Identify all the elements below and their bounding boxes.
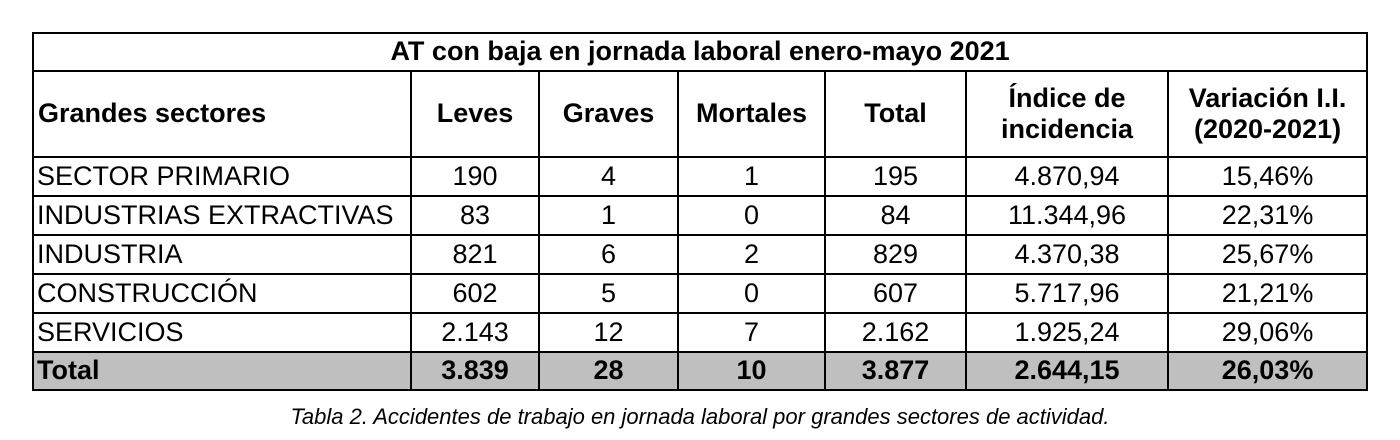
table-caption: Tabla 2. Accidentes de trabajo en jornad… xyxy=(290,404,1110,429)
cell-total: 195 xyxy=(824,156,967,197)
cell-mortales: 1 xyxy=(677,156,826,197)
cell-variacion: 21,21% xyxy=(1166,273,1369,314)
header-label: Leves xyxy=(436,98,514,129)
table-title: AT con baja en jornada laboral enero-may… xyxy=(31,32,1369,72)
cell-leves: 821 xyxy=(410,234,540,275)
total-mortales: 10 xyxy=(677,351,826,391)
cell-leves: 190 xyxy=(410,156,540,197)
table-title-row: AT con baja en jornada laboral enero-may… xyxy=(31,32,1369,72)
cell-leves: 2.143 xyxy=(410,312,540,353)
sector-name: SERVICIOS xyxy=(32,312,412,353)
cell-mortales: 0 xyxy=(677,195,826,236)
cell-mortales: 0 xyxy=(677,273,826,314)
cell-total: 607 xyxy=(824,273,967,314)
table-row: CONSTRUCCIÓN 602 5 0 607 5.717,96 21,21% xyxy=(32,273,1369,314)
header-graves: Graves xyxy=(538,70,679,158)
header-label-line1: Variación I.I. xyxy=(1188,82,1347,113)
cell-graves: 1 xyxy=(538,195,679,236)
cell-leves: 602 xyxy=(410,273,540,314)
sector-name: SECTOR PRIMARIO xyxy=(32,156,412,197)
sector-name: INDUSTRIA xyxy=(32,234,412,275)
cell-total: 829 xyxy=(824,234,967,275)
header-label-line2: (2020-2021) xyxy=(1193,114,1342,144)
header-label: Grandes sectores xyxy=(38,98,267,129)
cell-graves: 6 xyxy=(538,234,679,275)
table-row: SERVICIOS 2.143 12 7 2.162 1.925,24 29,0… xyxy=(32,312,1369,353)
table-total-row: Total 3.839 28 10 3.877 2.644,15 26,03% xyxy=(32,351,1369,391)
cell-indice: 4.370,38 xyxy=(965,234,1169,275)
cell-variacion: 25,67% xyxy=(1166,234,1369,275)
cell-indice: 4.870,94 xyxy=(965,156,1169,197)
table-header-row: Grandes sectores Leves Graves Mortales T… xyxy=(32,70,1369,158)
total-leves: 3.839 xyxy=(410,351,540,391)
header-total: Total xyxy=(824,70,967,158)
cell-leves: 83 xyxy=(410,195,540,236)
total-label: Total xyxy=(32,351,412,391)
table-row: INDUSTRIA 821 6 2 829 4.370,38 25,67% xyxy=(32,234,1369,275)
cell-total: 2.162 xyxy=(824,312,967,353)
cell-variacion: 29,06% xyxy=(1166,312,1369,353)
header-variacion-ii: Variación I.I. (2020-2021) xyxy=(1166,70,1369,158)
header-indice-incidencia: Índice de incidencia xyxy=(965,70,1169,158)
cell-mortales: 2 xyxy=(677,234,826,275)
accidents-table: AT con baja en jornada laboral enero-may… xyxy=(31,32,1369,391)
header-label-line2: incidencia xyxy=(1000,114,1134,144)
header-label: Total xyxy=(864,98,927,129)
header-label: Graves xyxy=(562,98,655,129)
cell-mortales: 7 xyxy=(677,312,826,353)
cell-graves: 5 xyxy=(538,273,679,314)
header-label: Mortales xyxy=(695,98,808,129)
table-row: SECTOR PRIMARIO 190 4 1 195 4.870,94 15,… xyxy=(32,156,1369,197)
sector-name: CONSTRUCCIÓN xyxy=(32,273,412,314)
total-indice: 2.644,15 xyxy=(965,351,1169,391)
table-row: INDUSTRIAS EXTRACTIVAS 83 1 0 84 11.344,… xyxy=(32,195,1369,236)
cell-total: 84 xyxy=(824,195,967,236)
cell-variacion: 15,46% xyxy=(1166,156,1369,197)
header-grandes-sectores: Grandes sectores xyxy=(32,70,412,158)
total-variacion: 26,03% xyxy=(1166,351,1369,391)
cell-graves: 12 xyxy=(538,312,679,353)
cell-graves: 4 xyxy=(538,156,679,197)
cell-indice: 1.925,24 xyxy=(965,312,1169,353)
total-graves: 28 xyxy=(538,351,679,391)
header-mortales: Mortales xyxy=(677,70,826,158)
cell-indice: 5.717,96 xyxy=(965,273,1169,314)
accidents-table-container: AT con baja en jornada laboral enero-may… xyxy=(31,32,1369,391)
total-total: 3.877 xyxy=(824,351,967,391)
sector-name: INDUSTRIAS EXTRACTIVAS xyxy=(32,195,412,236)
header-label-line1: Índice de xyxy=(1008,82,1126,113)
cell-indice: 11.344,96 xyxy=(965,195,1169,236)
cell-variacion: 22,31% xyxy=(1166,195,1369,236)
header-leves: Leves xyxy=(410,70,540,158)
